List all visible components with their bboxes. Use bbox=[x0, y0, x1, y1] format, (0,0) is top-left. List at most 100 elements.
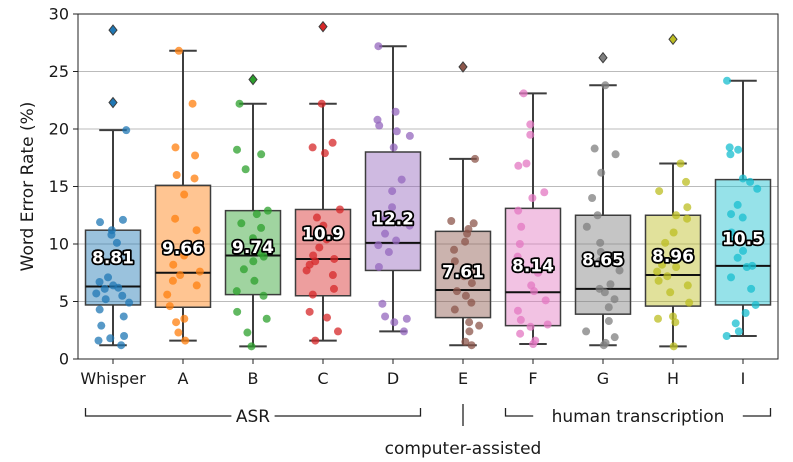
mean-label: 10.5 bbox=[722, 229, 764, 249]
data-point bbox=[308, 143, 317, 152]
data-point bbox=[658, 260, 667, 269]
box-group-d: 12.2 bbox=[364, 42, 422, 336]
data-point bbox=[169, 260, 178, 269]
data-point bbox=[593, 211, 602, 220]
data-point bbox=[604, 303, 613, 312]
data-point bbox=[672, 211, 681, 220]
data-point bbox=[683, 203, 692, 212]
data-point bbox=[450, 245, 459, 254]
data-point bbox=[582, 222, 591, 231]
box-group-whisper: 8.81 bbox=[84, 24, 142, 350]
data-point bbox=[540, 188, 549, 197]
data-point bbox=[669, 228, 678, 237]
data-point bbox=[97, 321, 106, 330]
data-point bbox=[615, 266, 624, 275]
outlier-marker bbox=[598, 51, 608, 64]
data-point bbox=[192, 226, 201, 235]
data-point bbox=[257, 223, 266, 232]
data-point bbox=[374, 42, 383, 51]
data-point bbox=[322, 235, 331, 244]
data-point bbox=[247, 342, 256, 351]
outlier-marker bbox=[108, 24, 118, 36]
data-point bbox=[528, 194, 537, 202]
data-point bbox=[727, 273, 736, 282]
data-point bbox=[241, 165, 250, 174]
data-point bbox=[381, 229, 390, 238]
box bbox=[504, 207, 562, 327]
data-point bbox=[682, 177, 691, 186]
box bbox=[574, 214, 632, 315]
data-point bbox=[172, 318, 181, 327]
data-point bbox=[595, 257, 604, 266]
data-point bbox=[683, 281, 692, 290]
data-point bbox=[328, 138, 337, 147]
data-point bbox=[471, 154, 480, 163]
data-point bbox=[328, 271, 337, 280]
data-point bbox=[533, 268, 542, 277]
data-point bbox=[180, 190, 189, 199]
data-point bbox=[655, 187, 664, 196]
data-point bbox=[522, 159, 531, 168]
data-point bbox=[263, 206, 272, 215]
y-axis-title: Word Error Rate (%) bbox=[18, 102, 38, 272]
x-tick-label: Whisper bbox=[80, 369, 146, 388]
data-point bbox=[95, 277, 104, 286]
data-point bbox=[722, 332, 731, 340]
data-point bbox=[176, 271, 185, 280]
x-tick-label: I bbox=[741, 369, 746, 388]
group-bracket bbox=[274, 408, 422, 417]
data-point bbox=[232, 287, 241, 296]
data-point bbox=[172, 171, 181, 179]
data-point bbox=[464, 225, 473, 234]
data-point bbox=[374, 263, 383, 271]
mean-label: 8.14 bbox=[512, 256, 554, 276]
data-point bbox=[317, 99, 326, 108]
data-point bbox=[118, 215, 127, 224]
data-point bbox=[739, 246, 748, 255]
x-axis: Whisper A B C D E F G H I bbox=[80, 359, 745, 388]
data-point bbox=[610, 295, 619, 304]
data-point bbox=[381, 312, 390, 321]
outlier-marker bbox=[668, 33, 678, 46]
data-point bbox=[118, 291, 127, 300]
data-point bbox=[604, 317, 613, 326]
data-point bbox=[672, 263, 681, 271]
data-point bbox=[596, 238, 605, 247]
data-point bbox=[391, 107, 400, 116]
box-group-f: 8.14 bbox=[504, 89, 562, 349]
data-point bbox=[335, 205, 344, 214]
data-point bbox=[122, 126, 131, 135]
data-point bbox=[606, 280, 615, 289]
data-point bbox=[171, 214, 180, 223]
data-point bbox=[107, 226, 116, 235]
data-point bbox=[315, 243, 324, 252]
mean-label: 12.2 bbox=[372, 210, 414, 230]
data-point bbox=[588, 194, 597, 202]
data-point bbox=[461, 337, 470, 346]
outlier-marker bbox=[248, 73, 258, 86]
box-group-b: 9.74 bbox=[224, 73, 282, 351]
data-point bbox=[405, 221, 414, 230]
box bbox=[364, 151, 422, 272]
data-point bbox=[92, 289, 101, 298]
group-computer-assisted: computer-assisted bbox=[385, 404, 541, 459]
x-tick-label: D bbox=[387, 369, 399, 388]
data-point bbox=[250, 276, 259, 285]
x-tick-label: E bbox=[458, 369, 468, 388]
group-bracket bbox=[504, 408, 534, 417]
data-point bbox=[392, 236, 401, 245]
x-tick-label: B bbox=[248, 369, 259, 388]
data-point bbox=[257, 150, 266, 159]
mean-label: 10.9 bbox=[302, 225, 344, 245]
data-point bbox=[249, 257, 258, 266]
box bbox=[224, 209, 282, 296]
data-point bbox=[373, 115, 382, 124]
y-tick-label: 25 bbox=[49, 62, 69, 81]
data-point bbox=[106, 334, 115, 343]
data-point bbox=[388, 203, 397, 212]
data-point bbox=[661, 238, 670, 247]
x-tick-label: A bbox=[178, 369, 189, 388]
data-point bbox=[235, 99, 244, 108]
data-point bbox=[467, 279, 476, 288]
data-point bbox=[610, 333, 619, 342]
